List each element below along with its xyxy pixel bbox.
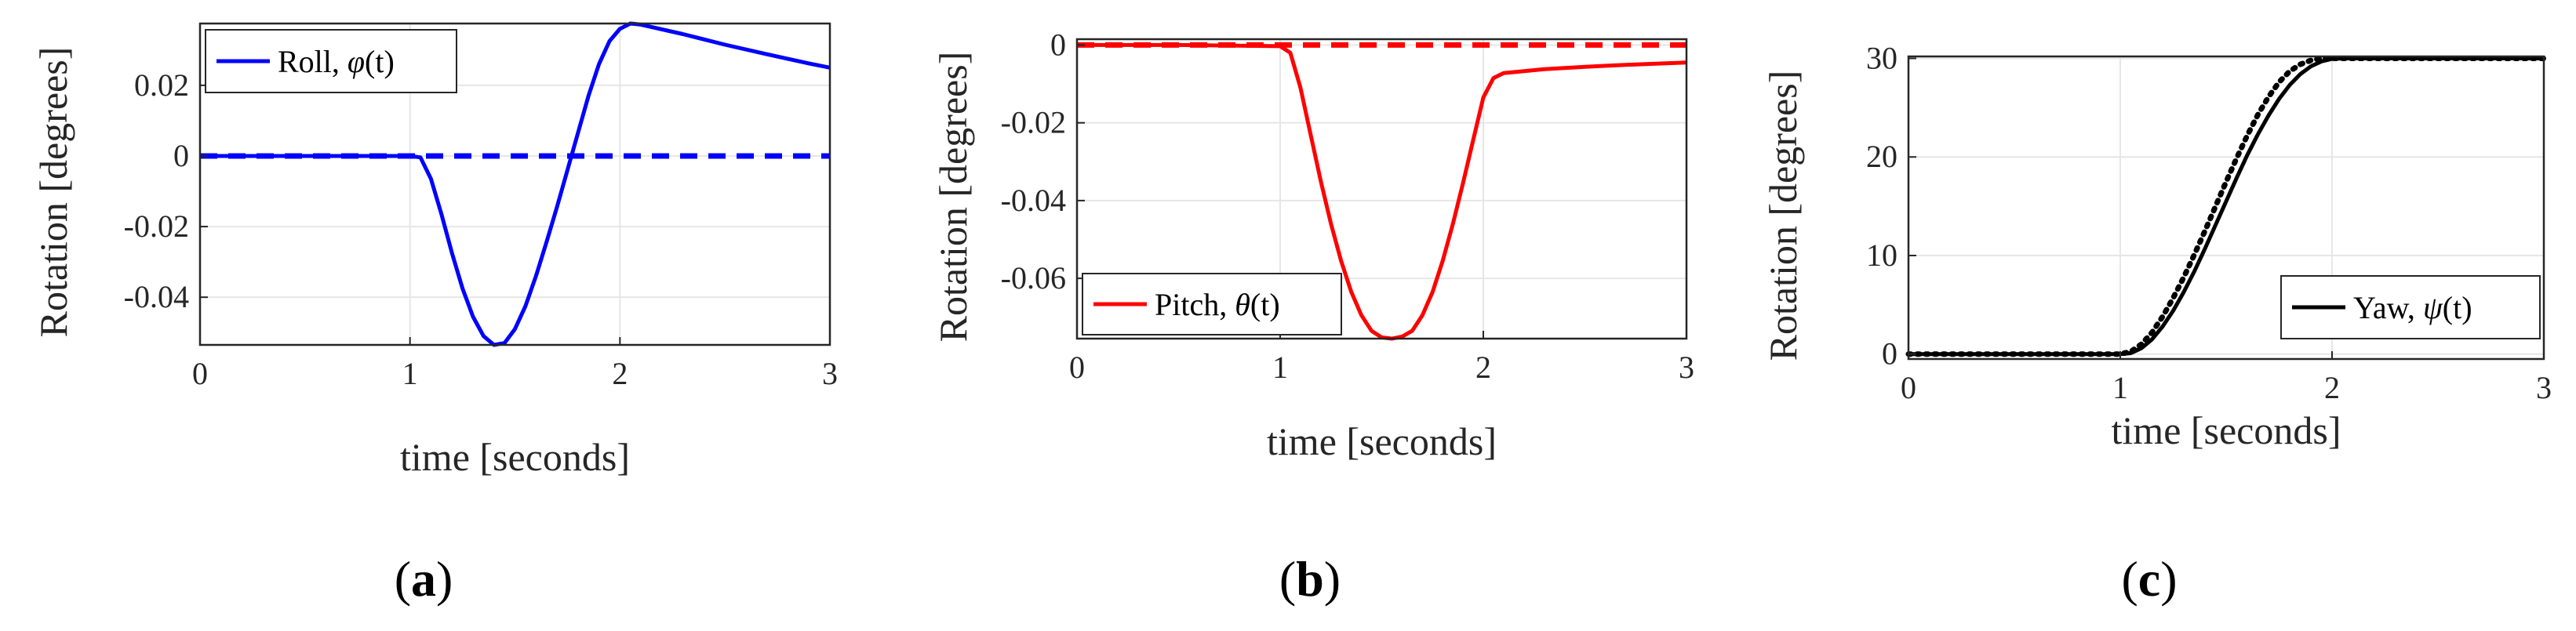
y-tick-label: 0 (173, 138, 189, 173)
x-tick-label: 0 (192, 356, 208, 391)
panel-a-caption: (a) (395, 551, 453, 607)
legend-arg: (t) (2443, 290, 2472, 325)
y-tick-label: 0 (1050, 27, 1066, 62)
y-tick-label: -0.02 (1001, 105, 1066, 140)
panel-c-y-axis-label: Rotation [degrees] (1761, 71, 1805, 361)
y-tick-label: 20 (1866, 139, 1897, 174)
panel-b-caption-letter: b (1296, 551, 1324, 607)
y-tick-label: -0.04 (124, 279, 189, 314)
series-line (200, 21, 831, 347)
y-tick-label: -0.04 (1001, 183, 1066, 218)
legend-name: Roll, (278, 44, 347, 79)
panel-b-legend-label: Pitch, θ(t) (1155, 287, 1280, 322)
x-tick-label: 2 (612, 356, 628, 391)
legend-symbol: φ (347, 44, 365, 79)
y-tick-label: 0.02 (134, 67, 189, 103)
x-tick-label: 3 (822, 356, 838, 391)
legend-name: Yaw, (2353, 290, 2423, 325)
panel-b-curves (1077, 42, 1687, 341)
panel-a-roll-chart: 0 1 2 3 -0.04 -0.02 0 0.02 time [seconds] Rotat… (31, 21, 838, 607)
y-tick-label: -0.06 (1001, 260, 1066, 296)
x-tick-label: 1 (402, 356, 418, 391)
x-tick-label: 0 (1069, 350, 1085, 385)
y-tick-label: -0.02 (124, 209, 189, 244)
panel-c-plot-frame (1907, 55, 2545, 361)
y-tick-label: 30 (1866, 41, 1897, 76)
x-tick-label: 2 (1475, 350, 1491, 385)
reference-line (1905, 56, 2547, 357)
panel-c-curves (1905, 56, 2547, 357)
panel-c-caption-letter: c (2138, 551, 2160, 607)
panel-b-pitch-chart: 0 1 2 3 -0.06 -0.04 -0.02 0 time [seconds] Rota… (931, 27, 1694, 607)
panel-b-caption: (b) (1279, 551, 1341, 607)
panel-b-ticks: 0 1 2 3 -0.06 -0.04 -0.02 0 (1001, 27, 1694, 385)
x-tick-label: 1 (2112, 370, 2128, 405)
x-tick-label: 1 (1272, 350, 1288, 385)
panel-b-plot-frame (1075, 38, 1688, 340)
x-tick-label: 2 (2324, 370, 2340, 405)
legend-name: Pitch, (1155, 287, 1235, 322)
x-tick-label: 3 (2536, 370, 2552, 405)
legend-arg: (t) (1250, 287, 1280, 322)
y-tick-label: 10 (1866, 238, 1897, 273)
legend-arg: (t) (365, 44, 395, 79)
panel-a-curves (200, 21, 831, 347)
panel-c-caption: (c) (2121, 551, 2177, 607)
panel-b-legend: Pitch, θ(t) (1082, 273, 1342, 335)
panel-a-y-axis-label: Rotation [degrees] (31, 47, 75, 338)
panel-c-x-axis-label: time [seconds] (2112, 408, 2341, 452)
panel-a-x-axis-label: time [seconds] (400, 435, 630, 479)
panel-c-legend: Yaw, ψ(t) (2280, 275, 2541, 339)
y-tick-label: 0 (1882, 336, 1897, 372)
panel-c-legend-label: Yaw, ψ(t) (2353, 290, 2472, 325)
panel-a-legend-label: Roll, φ(t) (278, 44, 395, 79)
x-tick-label: 0 (1901, 370, 1916, 405)
legend-symbol: θ (1235, 287, 1250, 322)
series-line (1077, 42, 1687, 341)
panel-a-caption-letter: a (411, 551, 436, 607)
panel-a-legend: Roll, φ(t) (205, 29, 457, 93)
panel-b-y-axis-label: Rotation [degrees] (931, 52, 975, 343)
x-tick-label: 3 (1679, 350, 1694, 385)
legend-symbol: ψ (2423, 290, 2443, 325)
panel-a-ticks: 0 1 2 3 -0.04 -0.02 0 0.02 (124, 67, 838, 391)
panel-a-plot-frame (198, 22, 831, 346)
panel-b-x-axis-label: time [seconds] (1267, 419, 1497, 463)
